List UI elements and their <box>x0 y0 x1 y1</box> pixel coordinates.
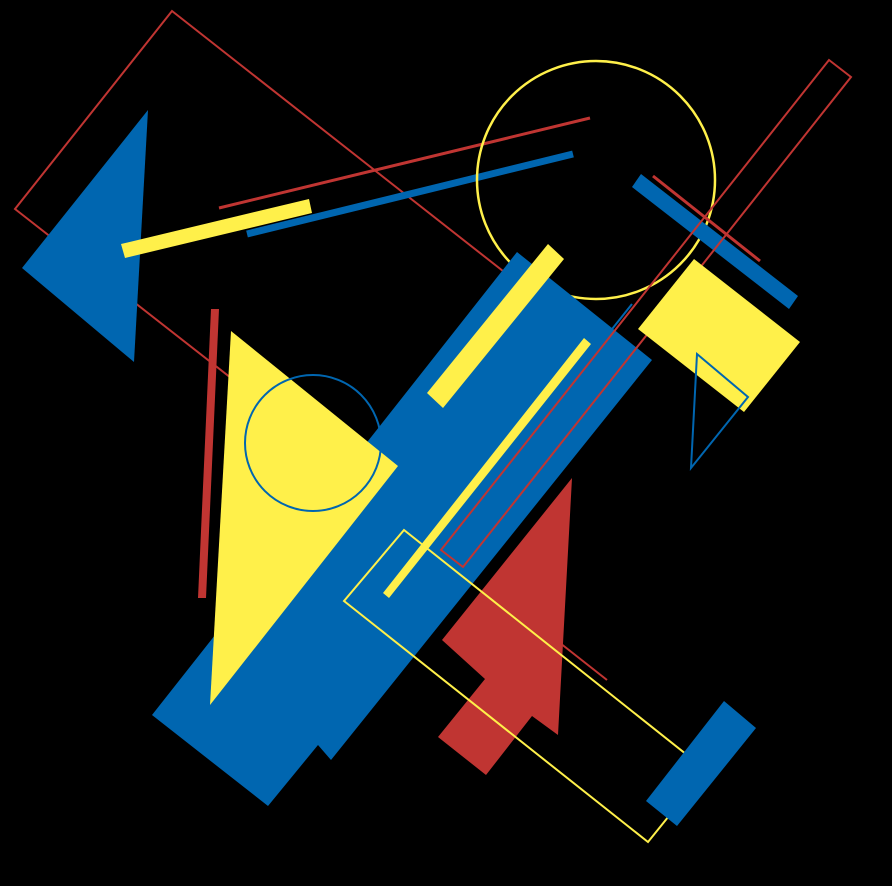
red-vertical-bar-left <box>198 309 219 598</box>
blue-circle-outline <box>244 374 382 512</box>
yellow-thick-diagonal-bar <box>427 244 564 408</box>
yellow-large-triangle <box>210 331 398 705</box>
yellow-circle-outline <box>475 59 717 301</box>
yellow-rectangle-right <box>638 259 800 412</box>
red-line-right <box>652 174 761 263</box>
red-long-line-top <box>218 116 591 210</box>
yellow-thin-diagonal-bar <box>383 338 591 598</box>
blue-diagonal-bar-right <box>632 174 798 309</box>
blue-large-diagonal-rectangle <box>152 252 652 806</box>
blue-small-bar-lower-right <box>646 701 756 826</box>
red-triangle-lower <box>438 478 572 775</box>
blue-long-bar-top <box>246 150 574 238</box>
red-outline-long-diagonal-rectangle <box>439 58 853 569</box>
yellow-bar-top-left <box>121 199 312 258</box>
blue-thin-line <box>467 303 633 511</box>
yellow-outline-rectangle-lower <box>342 528 708 844</box>
blue-outline-triangle-right <box>689 351 750 472</box>
blue-left-triangle <box>22 110 148 362</box>
red-line-lower <box>559 642 608 681</box>
